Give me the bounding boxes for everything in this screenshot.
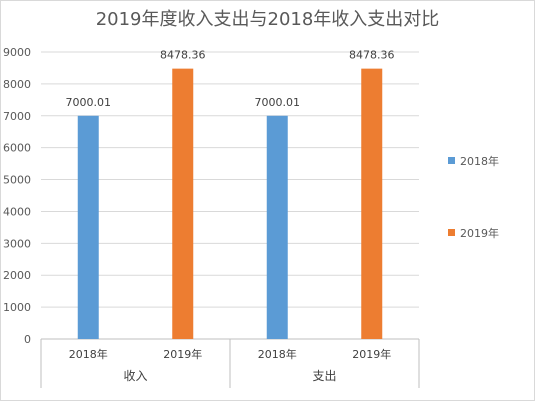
legend-swatch [448, 229, 455, 236]
y-tick-label: 7000 [3, 110, 31, 123]
x-tick-label: 2018年 [258, 347, 297, 361]
x-tick-label: 2018年 [69, 347, 108, 361]
bar [172, 68, 194, 339]
y-tick-label: 0 [24, 333, 31, 346]
y-tick-label: 8000 [3, 78, 31, 91]
legend-swatch [448, 157, 455, 164]
data-label: 7000.01 [66, 96, 112, 109]
y-tick-label: 6000 [3, 142, 31, 155]
y-tick-label: 2000 [3, 269, 31, 282]
y-tick-label: 3000 [3, 237, 31, 250]
y-tick-label: 4000 [3, 205, 31, 218]
group-label: 收入 [123, 369, 147, 383]
chart-title: 2019年度收入支出与2018年收入支出对比 [95, 9, 440, 30]
group-label: 支出 [312, 369, 336, 383]
legend-label: 2019年 [460, 226, 499, 240]
legend-label: 2018年 [460, 154, 499, 168]
data-label: 8478.36 [349, 49, 395, 62]
data-label: 8478.36 [160, 49, 206, 62]
y-tick-label: 9000 [3, 46, 31, 59]
y-tick-label: 5000 [3, 174, 31, 187]
y-tick-label: 1000 [3, 301, 31, 314]
bar [361, 68, 383, 339]
data-label: 7000.01 [255, 96, 301, 109]
x-tick-label: 2019年 [352, 347, 391, 361]
x-tick-label: 2019年 [163, 347, 202, 361]
bar [266, 115, 288, 339]
bar [77, 115, 99, 339]
